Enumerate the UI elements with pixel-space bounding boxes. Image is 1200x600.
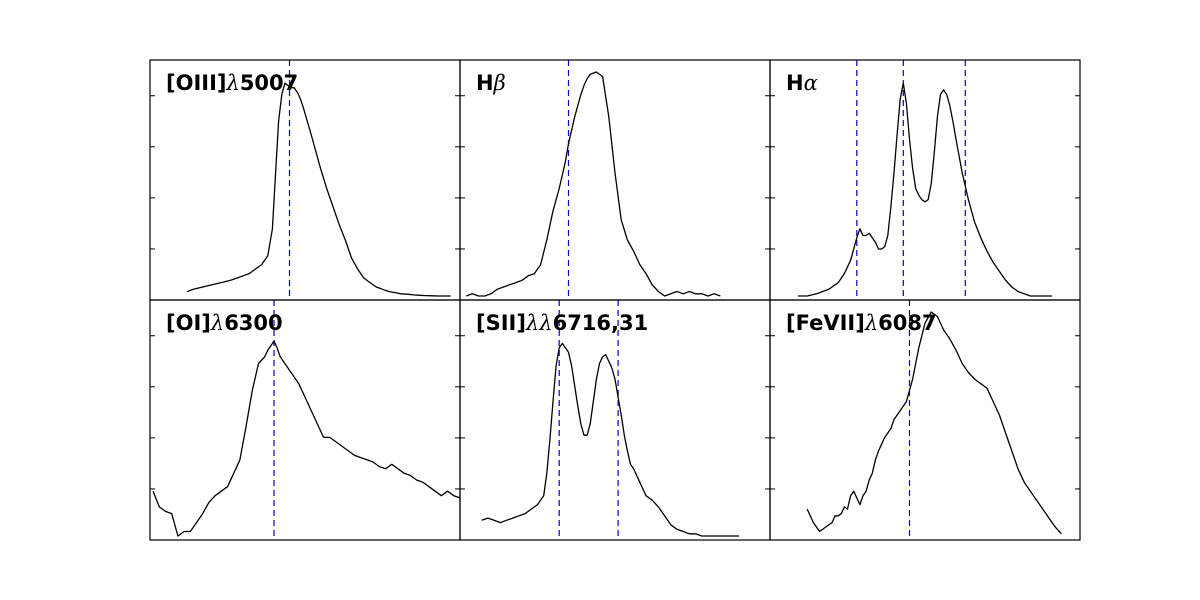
panel-oi-6300: [OI]λ6300 (149, 299, 461, 541)
spectrum-line (152, 340, 461, 537)
spectrum-line (806, 311, 1062, 535)
panel-title: [FeVII]λ6087 (786, 311, 937, 335)
spectrum-line (186, 82, 451, 297)
axes-frame (459, 299, 771, 541)
axes-frame (149, 299, 461, 541)
axes-frame (769, 59, 1081, 301)
spectrum-line (797, 82, 1053, 297)
axes-frame (149, 59, 461, 301)
panel-title: Hα (786, 71, 818, 95)
panel-h-beta: Hβ (459, 59, 771, 301)
panel-title: [SII]λλ6716,31 (476, 311, 648, 335)
axes-frame (459, 59, 771, 301)
panel-title: [OIII]λ5007 (166, 71, 298, 95)
axes-frame (769, 299, 1081, 541)
panel-title: Hβ (476, 71, 506, 95)
spectrum-line (481, 342, 739, 537)
panel-oiii-5007: [OIII]λ5007 (149, 59, 461, 301)
panel-title: [OI]λ6300 (166, 311, 283, 335)
panel-fevii-6087: [FeVII]λ6087 (769, 299, 1081, 541)
spectrum-line (465, 71, 721, 297)
panel-h-alpha: Hα (769, 59, 1081, 301)
panel-sii-6716-31: [SII]λλ6716,31 (459, 299, 771, 541)
